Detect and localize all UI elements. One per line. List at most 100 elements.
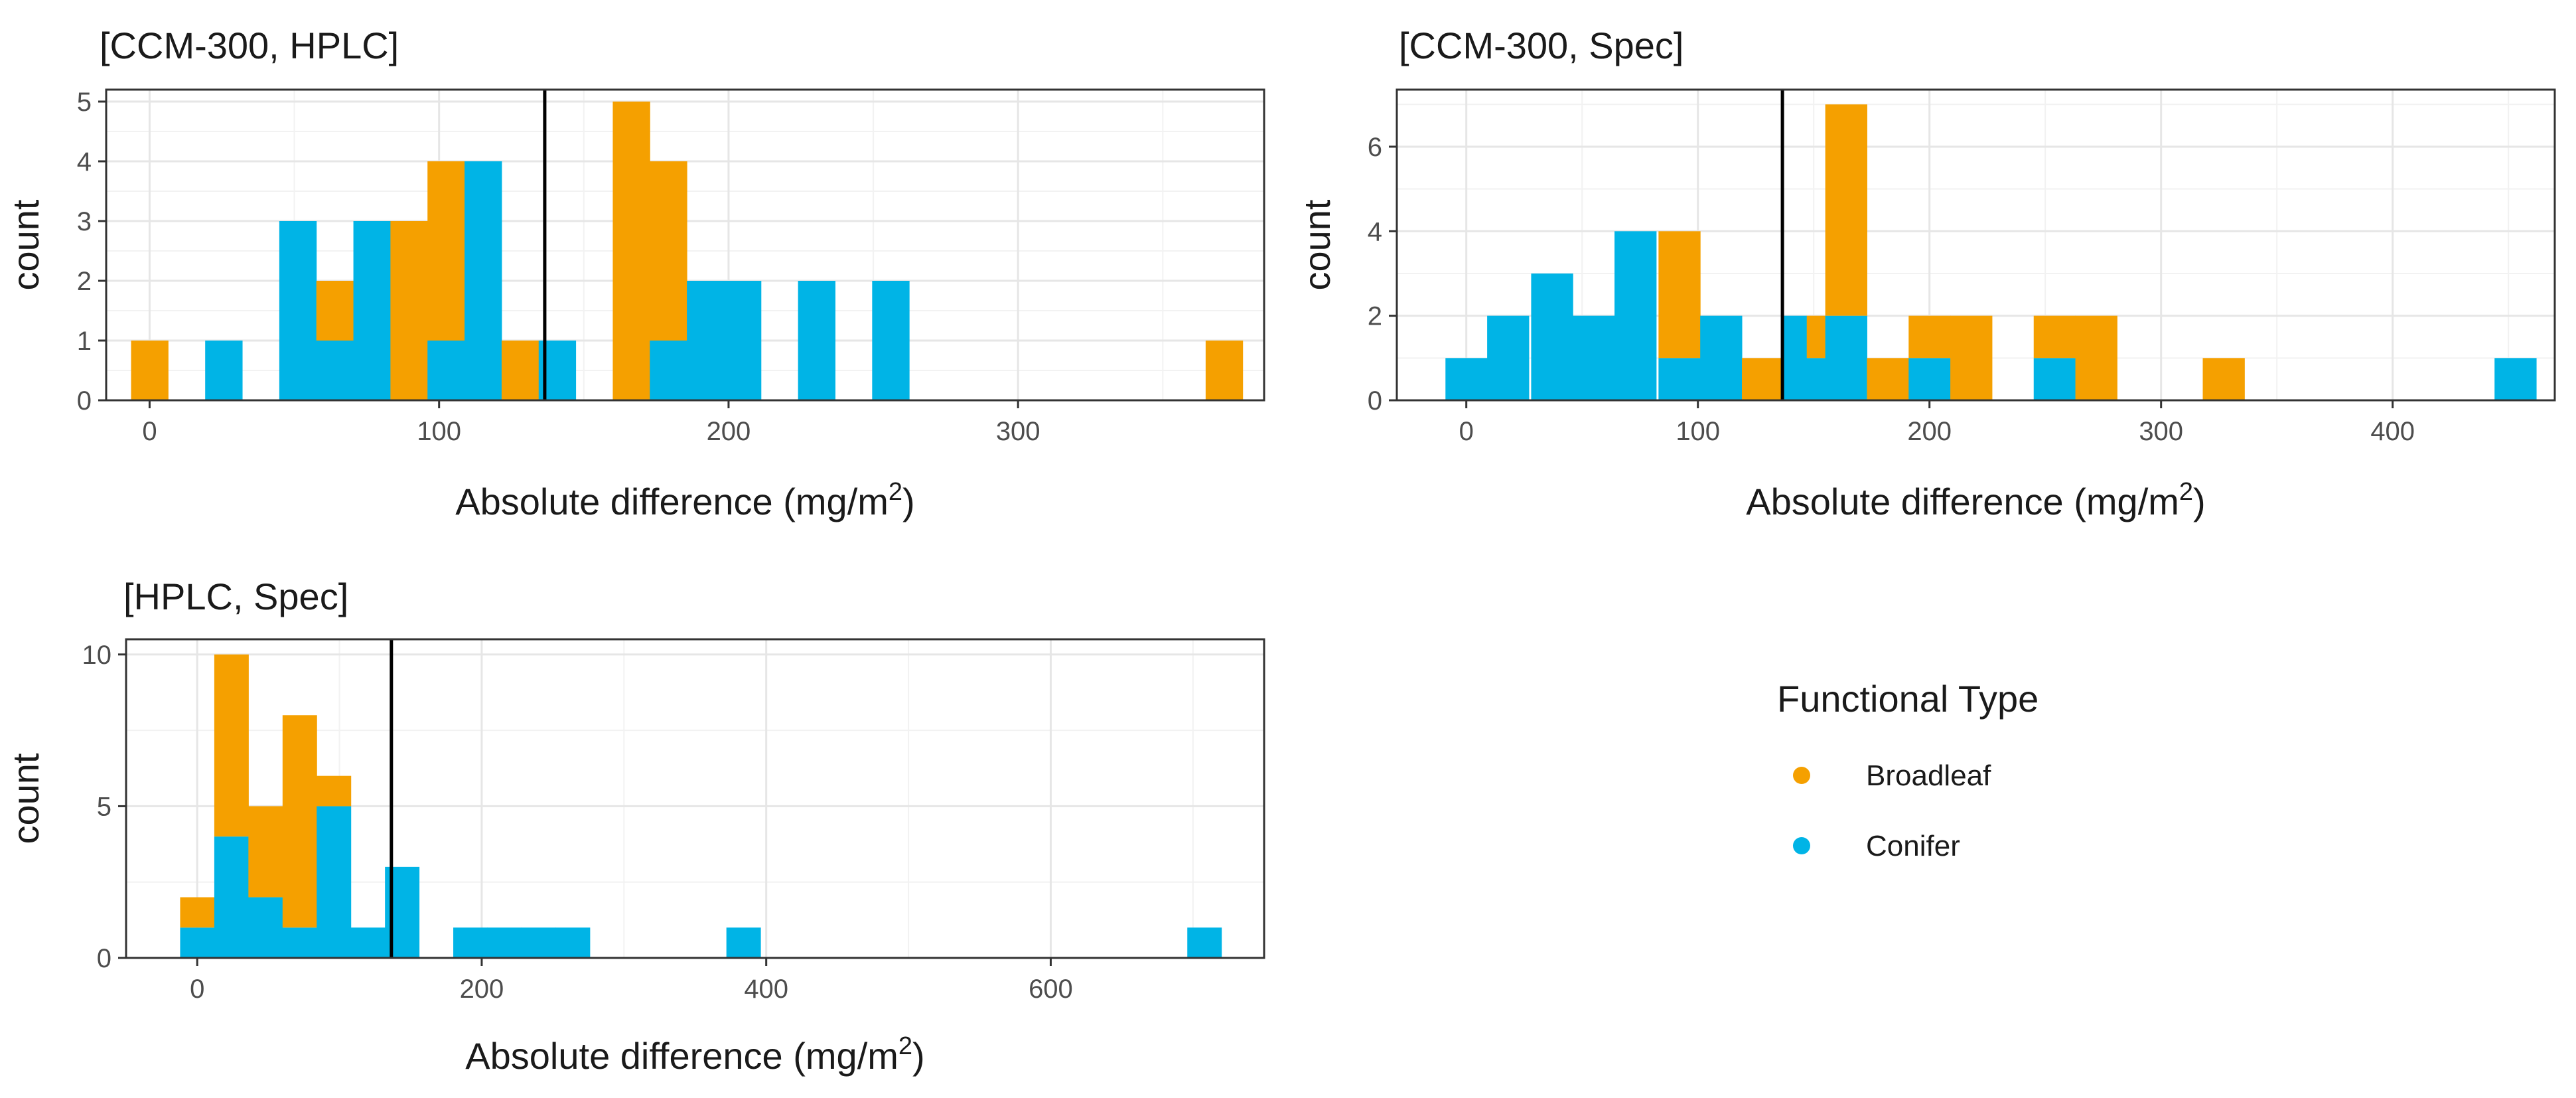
tick-label-y: 10: [82, 641, 112, 670]
bar-conifer: [650, 341, 687, 400]
bar-conifer: [350, 927, 386, 958]
bar-conifer: [279, 221, 317, 400]
tick-label-y: 1: [77, 327, 92, 356]
tick-label-y: 4: [77, 147, 92, 177]
plot-border: [125, 638, 1265, 959]
bar-conifer: [1187, 927, 1222, 958]
bar-broadleaf: [501, 341, 539, 400]
tick-label-x: 100: [1676, 417, 1720, 446]
panel-title: [HPLC, Spec]: [123, 576, 348, 617]
panel-ccm300-hplc: 0 100 200 300 0 1 2 3 4 5 [CCM-300, HPLC] count Abso…: [5, 25, 1265, 522]
bar-conifer: [1614, 231, 1657, 400]
x-axis-label: Absolute difference (mg/m2): [1746, 478, 2205, 522]
bar-conifer: [180, 927, 215, 958]
bar-conifer: [726, 927, 761, 958]
bar-conifer: [521, 927, 556, 958]
tick-label-y: 6: [1368, 133, 1382, 162]
bar-conifer: [465, 161, 502, 400]
bar-broadleaf: [282, 715, 317, 928]
plot-border: [105, 88, 1265, 402]
bar-conifer: [487, 927, 522, 958]
bar-broadleaf: [1658, 231, 1701, 358]
bar-broadleaf: [316, 281, 354, 341]
bar-broadleaf: [1742, 358, 1784, 400]
legend-swatch-broadleaf: [1793, 767, 1810, 784]
legend-title: Functional Type: [1777, 678, 2039, 720]
tick-label-y: 3: [77, 207, 92, 236]
tick-label-x: 200: [1907, 417, 1952, 446]
bar-conifer: [1573, 315, 1615, 400]
legend: Functional Type Broadleaf Conifer: [1777, 678, 2039, 862]
bar-conifer: [1806, 358, 1826, 400]
bar-conifer: [427, 341, 465, 400]
bar-broadleaf: [1867, 358, 1909, 400]
bar-conifer: [453, 927, 488, 958]
legend-label-conifer: Conifer: [1866, 830, 1960, 862]
bar-conifer: [317, 806, 352, 958]
tick-label-y: 0: [1368, 386, 1382, 416]
bar-conifer: [248, 897, 283, 958]
bar-broadleaf: [1205, 341, 1244, 400]
panel-hplc-spec: 0 200 400 600 0 5 10 [HPLC, Spec] count Absolute …: [5, 576, 1265, 1077]
tick-label-y: 2: [77, 267, 92, 296]
bar-conifer: [316, 341, 354, 400]
bar-broadleaf: [1806, 315, 1826, 358]
bar-conifer: [1825, 315, 1867, 400]
tick-label-y: 5: [97, 792, 111, 821]
bar-conifer: [1908, 358, 1951, 400]
tick-label-x: 200: [707, 417, 751, 446]
bar-conifer: [1445, 358, 1492, 400]
bar-conifer: [353, 221, 391, 400]
tick-label-x: 100: [417, 417, 461, 446]
tick-label-x: 300: [996, 417, 1040, 446]
bar-conifer: [205, 341, 243, 400]
tick-label-y: 0: [77, 386, 92, 416]
bar-broadleaf: [180, 897, 215, 928]
bar-conifer: [723, 281, 762, 400]
tick-label-x: 400: [2370, 417, 2415, 446]
bar-conifer: [282, 927, 317, 958]
y-axis-label: count: [5, 199, 46, 290]
legend-swatch-conifer: [1793, 837, 1810, 854]
bar-broadleaf: [2202, 358, 2245, 400]
bar-broadleaf: [650, 161, 687, 341]
bar-conifer: [872, 281, 910, 400]
tick-label-x: 200: [460, 975, 504, 1004]
x-axis-label: Absolute difference (mg/m2): [455, 478, 914, 522]
tick-label-x: 0: [190, 975, 204, 1004]
tick-label-x: 600: [1029, 975, 1073, 1004]
bar-broadleaf: [612, 102, 650, 400]
bar-broadleaf: [427, 161, 465, 341]
bar-conifer: [2033, 358, 2076, 400]
plot-border: [1395, 88, 2556, 402]
bar-conifer: [798, 281, 835, 400]
bar-broadleaf: [2075, 315, 2117, 400]
bar-broadleaf: [1825, 104, 1867, 316]
tick-label-y: 5: [77, 88, 92, 117]
bar-broadleaf: [1950, 315, 1993, 400]
y-axis-label: count: [1296, 199, 1338, 290]
bar-broadleaf: [1908, 315, 1951, 358]
bar-conifer: [214, 836, 249, 958]
panel-ccm300-spec: 0 100 200 300 400 0 2 4 6 [CCM-300, Spec] count Abs…: [1296, 25, 2556, 522]
tick-label-x: 400: [744, 975, 788, 1004]
bar-broadleaf: [214, 654, 249, 837]
tick-label-y: 0: [97, 944, 111, 973]
bar-conifer: [2494, 358, 2537, 400]
tick-label-x: 0: [1459, 417, 1474, 446]
bar-conifer: [687, 281, 725, 400]
legend-label-broadleaf: Broadleaf: [1866, 759, 1991, 792]
bar-conifer: [1658, 358, 1701, 400]
bar-conifer: [1487, 315, 1530, 400]
panel-title: [CCM-300, Spec]: [1399, 25, 1684, 66]
tick-label-y: 2: [1368, 302, 1382, 331]
panel-title: [CCM-300, HPLC]: [100, 25, 399, 66]
tick-label-y: 4: [1368, 217, 1382, 246]
bar-broadleaf: [390, 221, 428, 400]
bar-broadleaf: [317, 775, 352, 807]
y-axis-label: count: [5, 753, 46, 844]
bar-conifer: [555, 927, 591, 958]
bar-conifer: [1531, 273, 1573, 400]
bar-broadleaf: [2033, 315, 2076, 358]
